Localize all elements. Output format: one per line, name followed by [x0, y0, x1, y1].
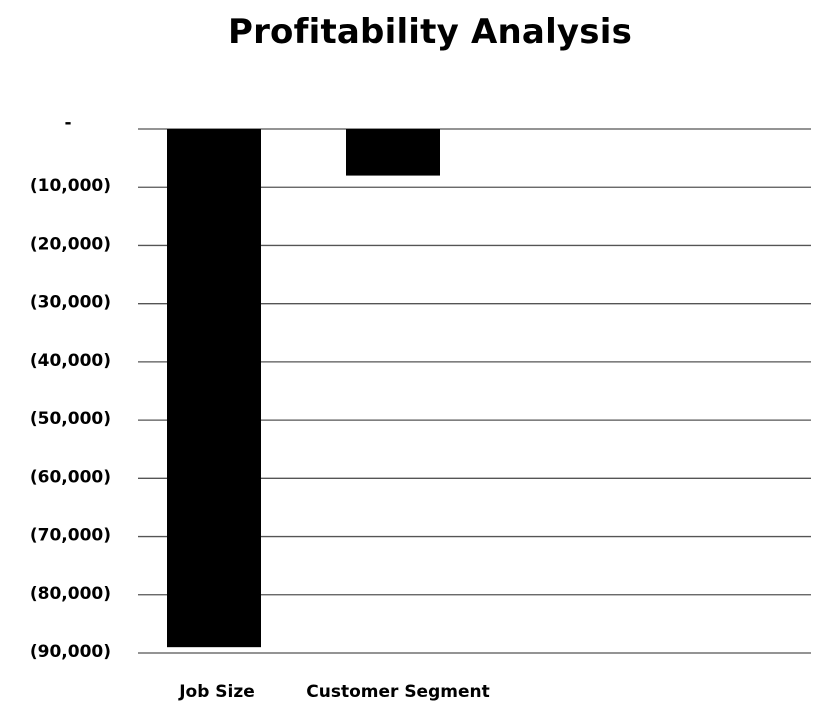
bar-customer-segment — [346, 129, 440, 176]
y-tick-label: (90,000) — [30, 642, 111, 662]
x-category-label: Job Size — [178, 682, 255, 702]
y-axis-tick-labels: - (10,000) (20,000) (30,000) (40,000) (50,000… — [30, 113, 111, 662]
y-tick-label: (20,000) — [30, 234, 111, 254]
x-category-label: Customer Segment — [306, 682, 489, 702]
y-tick-label: (60,000) — [30, 467, 111, 487]
bars — [167, 129, 440, 648]
y-tick-label: (70,000) — [30, 526, 111, 546]
y-tick-label: - — [64, 113, 71, 133]
y-tick-label: (80,000) — [30, 584, 111, 604]
y-tick-label: (50,000) — [30, 409, 111, 429]
x-axis-category-labels: Job Size Customer Segment — [178, 682, 490, 702]
y-tick-label: (10,000) — [30, 176, 111, 196]
y-tick-label: (40,000) — [30, 351, 111, 371]
chart-title: Profitability Analysis — [227, 12, 633, 52]
bar-job-size — [167, 129, 261, 648]
y-tick-label: (30,000) — [30, 293, 111, 313]
